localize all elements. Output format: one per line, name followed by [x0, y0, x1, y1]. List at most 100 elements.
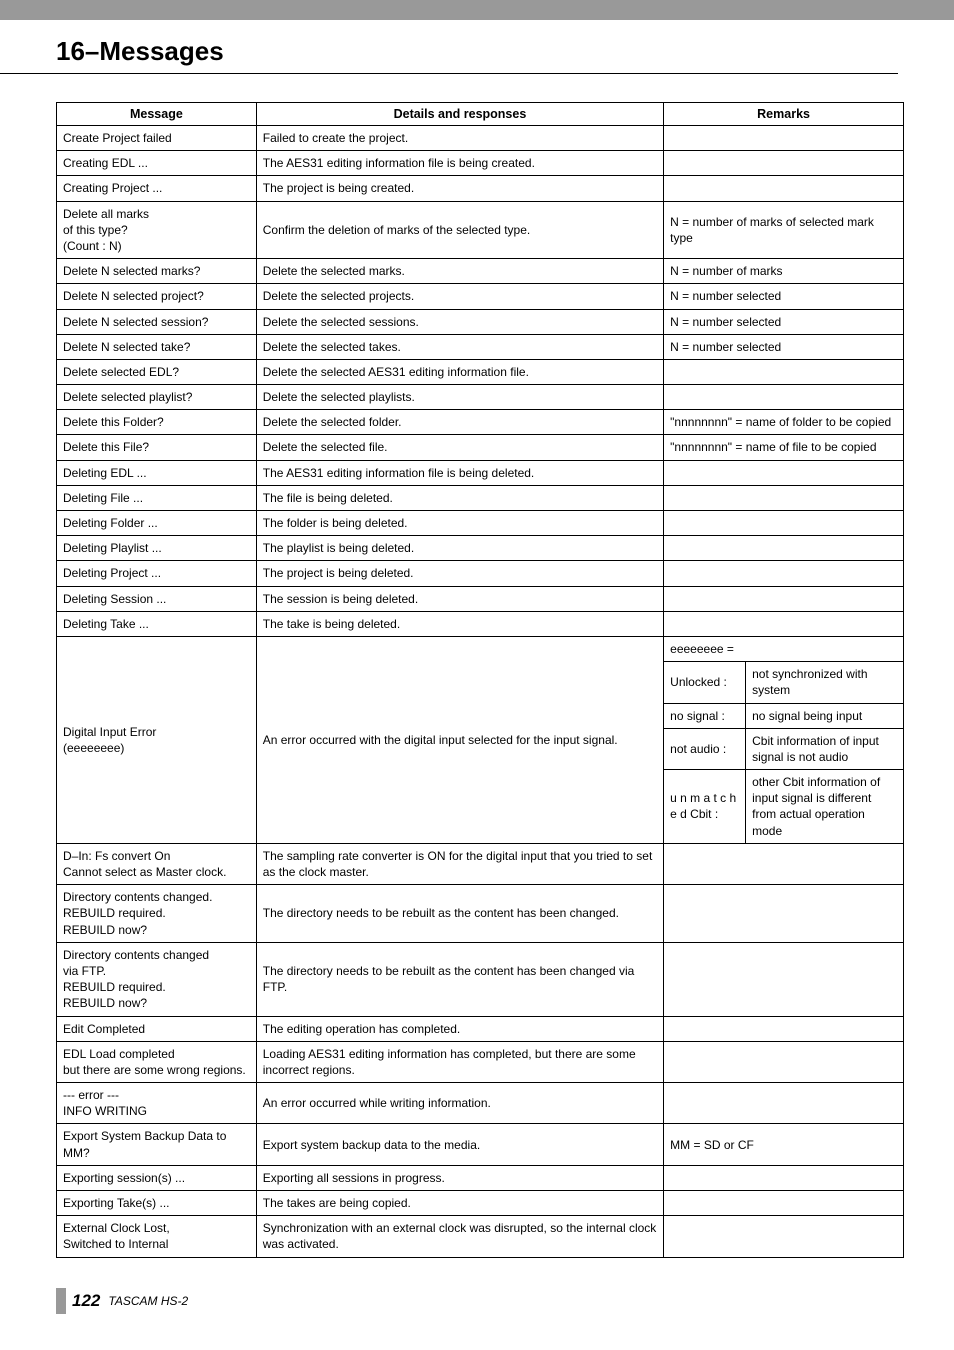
table-row: Delete N selected marks?Delete the selec… — [57, 259, 904, 284]
table-cell — [664, 1191, 904, 1216]
table-cell: Deleting Session ... — [57, 586, 257, 611]
table-cell: Delete the selected folder. — [256, 410, 663, 435]
table-cell: "nnnnnnnn" = name of folder to be copied — [664, 410, 904, 435]
table-cell: u n m a t c h e d Cbit : — [664, 770, 746, 844]
table-cell — [664, 1216, 904, 1257]
table-cell — [664, 176, 904, 201]
table-cell — [664, 1165, 904, 1190]
table-row: Exporting Take(s) ...The takes are being… — [57, 1191, 904, 1216]
table-row: Delete all marksof this type?(Count : N)… — [57, 201, 904, 259]
table-cell: Delete the selected projects. — [256, 284, 663, 309]
table-cell: N = number selected — [664, 334, 904, 359]
table-cell: Deleting Folder ... — [57, 511, 257, 536]
table-cell: Delete N selected marks? — [57, 259, 257, 284]
footer-model-name: TASCAM HS-2 — [108, 1294, 188, 1308]
table-cell: Cbit information of input signal is not … — [746, 728, 904, 769]
header-message: Message — [57, 103, 257, 126]
table-cell: Deleting Take ... — [57, 611, 257, 636]
table-cell: The playlist is being deleted. — [256, 536, 663, 561]
table-cell: Delete all marksof this type?(Count : N) — [57, 201, 257, 259]
table-cell: Delete selected playlist? — [57, 385, 257, 410]
table-cell: Digital Input Error(eeeeeeee) — [57, 636, 257, 843]
table-cell — [664, 485, 904, 510]
table-cell: Delete the selected sessions. — [256, 309, 663, 334]
table-cell — [664, 942, 904, 1016]
table-row: --- error ---INFO WRITINGAn error occurr… — [57, 1083, 904, 1124]
table-cell: Loading AES31 editing information has co… — [256, 1041, 663, 1082]
table-row: Exporting session(s) ...Exporting all se… — [57, 1165, 904, 1190]
table-row: Directory contents changed.REBUILD requi… — [57, 885, 904, 943]
table-row: Deleting File ...The file is being delet… — [57, 485, 904, 510]
table-cell: The editing operation has completed. — [256, 1016, 663, 1041]
table-cell: N = number of marks of selected mark typ… — [664, 201, 904, 259]
table-cell: Confirm the deletion of marks of the sel… — [256, 201, 663, 259]
table-cell: The session is being deleted. — [256, 586, 663, 611]
table-cell: External Clock Lost,Switched to Internal — [57, 1216, 257, 1257]
table-cell: EDL Load completedbut there are some wro… — [57, 1041, 257, 1082]
table-cell — [664, 536, 904, 561]
table-cell: Exporting Take(s) ... — [57, 1191, 257, 1216]
chapter-heading: 16–Messages — [0, 20, 898, 74]
table-row: EDL Load completedbut there are some wro… — [57, 1041, 904, 1082]
table-cell: Edit Completed — [57, 1016, 257, 1041]
table-cell — [664, 1041, 904, 1082]
table-row: Edit CompletedThe editing operation has … — [57, 1016, 904, 1041]
page-footer: 122 TASCAM HS-2 — [0, 1288, 954, 1314]
table-cell: The folder is being deleted. — [256, 511, 663, 536]
table-cell: Delete this Folder? — [57, 410, 257, 435]
table-cell: no signal : — [664, 703, 746, 728]
table-cell: not synchronized with system — [746, 662, 904, 703]
table-row: Deleting Folder ...The folder is being d… — [57, 511, 904, 536]
table-cell: Delete N selected project? — [57, 284, 257, 309]
table-cell: --- error ---INFO WRITING — [57, 1083, 257, 1124]
table-cell: Directory contents changed.REBUILD requi… — [57, 885, 257, 943]
table-row: Export System Backup Data to MM?Export s… — [57, 1124, 904, 1165]
table-row: Delete selected playlist?Delete the sele… — [57, 385, 904, 410]
table-cell — [664, 385, 904, 410]
table-row: Deleting Session ...The session is being… — [57, 586, 904, 611]
table-row: Delete N selected take?Delete the select… — [57, 334, 904, 359]
table-cell: Failed to create the project. — [256, 126, 663, 151]
table-cell — [664, 359, 904, 384]
table-cell: MM = SD or CF — [664, 1124, 904, 1165]
table-cell: Creating EDL ... — [57, 151, 257, 176]
table-cell: Delete the selected marks. — [256, 259, 663, 284]
table-cell: The file is being deleted. — [256, 485, 663, 510]
table-cell — [664, 126, 904, 151]
table-cell: The directory needs to be rebuilt as the… — [256, 942, 663, 1016]
table-cell — [664, 511, 904, 536]
table-cell — [664, 1016, 904, 1041]
header-remarks: Remarks — [664, 103, 904, 126]
table-cell: D–In: Fs convert OnCannot select as Mast… — [57, 843, 257, 884]
table-cell: Deleting EDL ... — [57, 460, 257, 485]
footer-accent-bar — [56, 1288, 66, 1314]
table-cell: Delete N selected take? — [57, 334, 257, 359]
table-cell: Delete the selected takes. — [256, 334, 663, 359]
table-row: Digital Input Error(eeeeeeee)An error oc… — [57, 636, 904, 661]
table-cell: Exporting all sessions in progress. — [256, 1165, 663, 1190]
table-row: Deleting EDL ...The AES31 editing inform… — [57, 460, 904, 485]
table-cell: Create Project failed — [57, 126, 257, 151]
table-cell: Delete the selected playlists. — [256, 385, 663, 410]
table-row: Delete this File?Delete the selected fil… — [57, 435, 904, 460]
table-cell — [664, 611, 904, 636]
table-cell: The take is being deleted. — [256, 611, 663, 636]
table-row: Delete selected EDL?Delete the selected … — [57, 359, 904, 384]
table-cell: N = number selected — [664, 309, 904, 334]
table-cell — [664, 586, 904, 611]
table-cell: Export System Backup Data to MM? — [57, 1124, 257, 1165]
table-cell — [664, 885, 904, 943]
table-row: Delete N selected project?Delete the sel… — [57, 284, 904, 309]
table-cell: Unlocked : — [664, 662, 746, 703]
table-cell: Deleting Playlist ... — [57, 536, 257, 561]
messages-table: Message Details and responses Remarks Cr… — [56, 102, 904, 1258]
table-cell: Delete this File? — [57, 435, 257, 460]
table-cell: The AES31 editing information file is be… — [256, 151, 663, 176]
table-header-row: Message Details and responses Remarks — [57, 103, 904, 126]
table-cell: N = number of marks — [664, 259, 904, 284]
table-cell: The AES31 editing information file is be… — [256, 460, 663, 485]
page-top-bar — [0, 0, 954, 20]
table-cell: The sampling rate converter is ON for th… — [256, 843, 663, 884]
table-row: Creating EDL ...The AES31 editing inform… — [57, 151, 904, 176]
table-cell: Delete N selected session? — [57, 309, 257, 334]
